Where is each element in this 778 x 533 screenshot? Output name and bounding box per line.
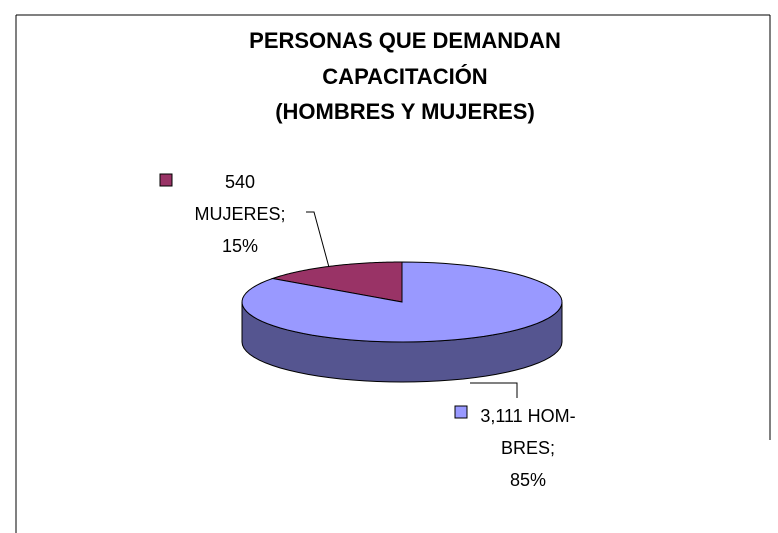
value-label: 85% [509,470,547,490]
pie-slice [270,261,403,303]
chart-title: PERSONAS QUE DEMANDAN [249,28,561,53]
legend-key [454,405,468,419]
leader-line [306,211,331,272]
data-label: 540 MUJERES; 15% [190,166,290,262]
leader-line [470,382,518,398]
category-label: 3,111 HOM-BRES; [480,406,576,458]
category-label: 540 MUJERES; [194,172,286,224]
data-label: 3,111 HOM-BRES; 85% [472,400,584,496]
chart-title: (HOMBRES Y MUJERES) [275,99,535,124]
pie-slice [241,261,563,343]
chart-title: CAPACITACIÓN [322,64,487,89]
legend-key [159,173,173,187]
value-label: 15% [221,236,259,256]
